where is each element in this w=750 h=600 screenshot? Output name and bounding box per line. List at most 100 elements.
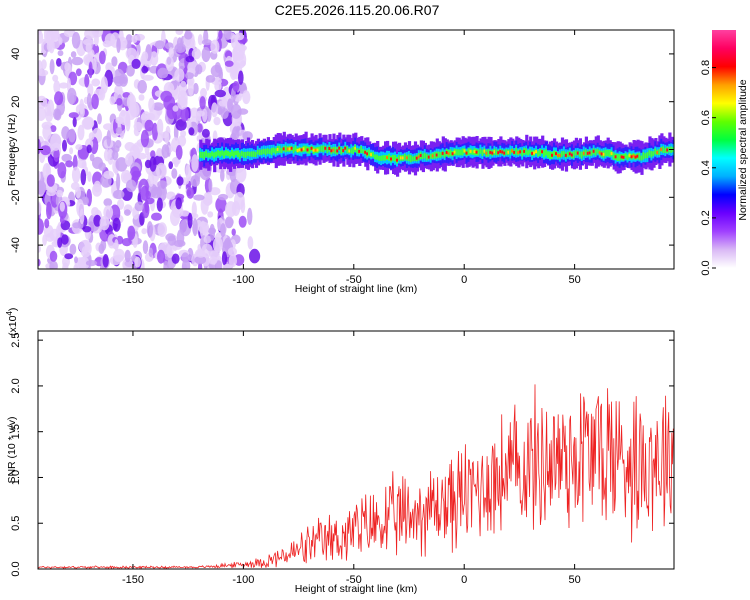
noise-blob: [93, 214, 102, 227]
noise-blob: [103, 148, 112, 162]
signal-cell: [384, 155, 388, 161]
noise-blob: [49, 59, 55, 75]
noise-blob: [173, 157, 179, 168]
signal-cell: [304, 145, 308, 152]
noise-blob: [210, 39, 220, 54]
colorbar-tick-label: 0.2: [700, 210, 712, 225]
noise-blob: [127, 225, 136, 240]
noise-blob: [103, 123, 114, 131]
colorbar-tick-label: 0.4: [700, 160, 712, 175]
signal-cell: [539, 148, 543, 156]
noise-blob: [131, 35, 138, 43]
noise-blob: [202, 108, 208, 123]
colorbar-tick-label: 0.6: [700, 110, 712, 125]
noise-blob: [61, 126, 70, 140]
noise-blob: [40, 145, 51, 156]
signal-cell: [229, 152, 233, 158]
y-tick-label: 0.5: [10, 516, 22, 531]
signal-cell: [223, 151, 227, 159]
signal-cell: [268, 149, 272, 154]
y-tick-label: -40: [10, 237, 22, 253]
x-tick-label: 0: [461, 274, 467, 286]
noise-blob: [43, 30, 51, 43]
noise-blob: [192, 218, 198, 237]
noise-blob: [64, 253, 74, 260]
noise-blob: [52, 74, 59, 82]
signal-cell: [403, 153, 408, 161]
signal-cell: [246, 151, 251, 156]
signal-cell: [549, 151, 553, 159]
noise-blob: [156, 197, 163, 212]
noise-blob: [103, 205, 114, 220]
noise-blob: [65, 160, 74, 168]
noise-blob: [56, 190, 64, 198]
noise-blob: [124, 209, 131, 216]
noise-blob: [180, 107, 189, 122]
signal-cell: [201, 152, 205, 158]
noise-blob: [116, 98, 123, 106]
signal-cell: [443, 151, 447, 158]
x-tick-label: 0: [461, 574, 467, 586]
signal-cell: [209, 152, 213, 158]
signal-cell: [334, 146, 338, 154]
noise-blob: [224, 60, 234, 67]
x-tick-label: 50: [569, 574, 581, 586]
signal-peak: [282, 147, 287, 151]
signal-cell: [284, 145, 288, 153]
noise-blob: [38, 245, 41, 253]
x-tick-label: 50: [569, 274, 581, 286]
signal-cell: [356, 148, 360, 154]
noise-blob: [75, 68, 82, 77]
noise-blob: [44, 218, 50, 229]
noise-blob: [205, 191, 212, 203]
noise-blob: [235, 165, 247, 183]
noise-blob: [86, 93, 92, 109]
signal-cell: [266, 148, 270, 154]
noise-blob: [151, 212, 162, 221]
noise-blob: [146, 221, 153, 238]
signal-cell: [596, 148, 600, 154]
signal-cell: [553, 150, 557, 157]
signal-cell: [227, 150, 231, 157]
noise-blob: [157, 249, 165, 264]
x-tick-label: -50: [346, 274, 362, 286]
noise-blob: [112, 217, 121, 232]
signal-cell: [225, 150, 229, 156]
noise-blob: [195, 250, 206, 258]
noise-blob: [220, 108, 229, 119]
noise-blob: [242, 90, 251, 105]
noise-blob: [113, 189, 125, 200]
signal-cell: [461, 148, 465, 156]
noise-blob: [210, 64, 223, 78]
noise-blob: [157, 180, 168, 189]
noise-blob: [69, 243, 77, 255]
signal-cell: [203, 152, 207, 160]
signal-peak: [666, 148, 670, 152]
signal-cell: [318, 146, 322, 152]
noise-blob: [181, 252, 190, 263]
noise-blob: [125, 47, 138, 60]
noise-blob: [160, 131, 169, 139]
noise-blob: [175, 145, 183, 160]
noise-blob: [168, 47, 174, 58]
noise-blob: [168, 161, 173, 170]
noise-blob: [55, 225, 61, 239]
signal-cell: [529, 149, 533, 155]
noise-blob: [44, 103, 51, 117]
noise-blob: [157, 222, 167, 238]
signal-cell: [213, 152, 217, 159]
noise-blob: [103, 170, 115, 179]
snr-y-label: SNR (10 * v/v): [6, 416, 18, 483]
noise-blob: [41, 59, 47, 70]
snr-x-label: Height of straight line (km): [295, 583, 418, 595]
colorbar-gradient: [712, 30, 736, 268]
signal-cell: [278, 145, 282, 153]
noise-blob: [134, 256, 141, 268]
signal-peak: [586, 151, 591, 155]
signal-cell: [380, 155, 384, 161]
noise-blob: [223, 30, 232, 41]
noise-blob: [196, 123, 203, 133]
noise-blob: [74, 256, 78, 264]
noise-blob: [174, 68, 185, 82]
signal-cell: [477, 149, 481, 156]
